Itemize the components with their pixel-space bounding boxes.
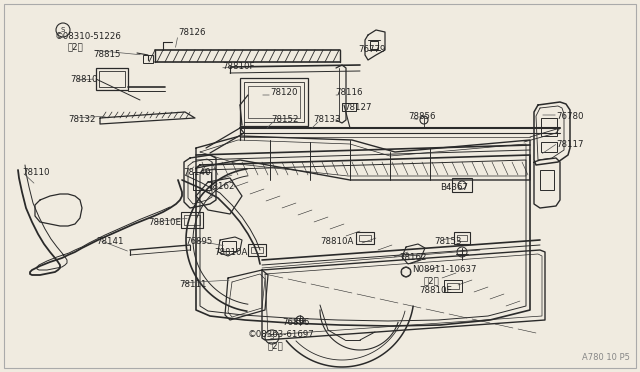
Bar	[248, 244, 266, 256]
Bar	[99, 71, 125, 87]
Text: 78810F: 78810F	[222, 62, 255, 71]
Text: 78856: 78856	[408, 112, 435, 121]
Bar	[181, 212, 203, 228]
Text: （2）: （2）	[424, 276, 440, 285]
Text: 78126: 78126	[178, 28, 205, 37]
Text: N08911-10637: N08911-10637	[412, 265, 477, 274]
Text: ©08363-61697: ©08363-61697	[248, 330, 315, 339]
Bar	[342, 103, 356, 111]
Bar	[541, 118, 557, 136]
Text: 78810A: 78810A	[320, 237, 353, 246]
Bar	[356, 232, 374, 244]
Text: 76779: 76779	[358, 45, 385, 54]
Text: 78153: 78153	[434, 237, 461, 246]
Bar	[184, 215, 200, 225]
Bar	[370, 41, 378, 49]
Bar	[447, 283, 459, 289]
Text: 78140: 78140	[183, 168, 211, 177]
Text: 78815: 78815	[93, 50, 120, 59]
Text: 76895: 76895	[185, 237, 212, 246]
Text: 78810: 78810	[70, 75, 97, 84]
Text: 78162: 78162	[207, 182, 234, 191]
Text: 78152: 78152	[271, 115, 298, 124]
Text: 78810E: 78810E	[148, 218, 181, 227]
Bar	[452, 178, 472, 192]
Bar	[454, 232, 470, 244]
Text: （2）: （2）	[268, 341, 284, 350]
Text: 78110: 78110	[22, 168, 49, 177]
Bar	[457, 235, 467, 241]
Text: 78133: 78133	[313, 115, 340, 124]
Bar	[251, 247, 263, 253]
Bar	[541, 142, 557, 152]
Bar	[359, 235, 371, 241]
Text: 78117: 78117	[556, 140, 584, 149]
Bar	[143, 55, 153, 63]
Text: 78162: 78162	[399, 253, 426, 262]
Text: ©08310-51226: ©08310-51226	[55, 32, 122, 41]
Text: 78111: 78111	[179, 280, 207, 289]
Bar	[244, 82, 304, 122]
Text: A780 10 P5: A780 10 P5	[582, 353, 630, 362]
Bar	[96, 68, 128, 90]
Text: 78810E: 78810E	[419, 286, 452, 295]
Bar	[444, 280, 462, 292]
Text: 78810A: 78810A	[214, 248, 248, 257]
Text: （2）: （2）	[68, 42, 84, 51]
Text: 78132: 78132	[68, 115, 95, 124]
Text: 78120: 78120	[270, 88, 298, 97]
Text: 78127: 78127	[344, 103, 371, 112]
Text: B4367: B4367	[440, 183, 468, 192]
Text: 78116: 78116	[335, 88, 362, 97]
Bar	[222, 241, 236, 251]
Bar	[540, 170, 554, 190]
Bar	[240, 78, 308, 126]
Text: S: S	[270, 334, 274, 340]
Text: 76780: 76780	[556, 112, 584, 121]
Text: 76896: 76896	[282, 318, 309, 327]
Bar	[248, 86, 300, 118]
Text: 78141: 78141	[96, 237, 124, 246]
Text: S: S	[61, 27, 65, 33]
Bar	[193, 172, 211, 190]
